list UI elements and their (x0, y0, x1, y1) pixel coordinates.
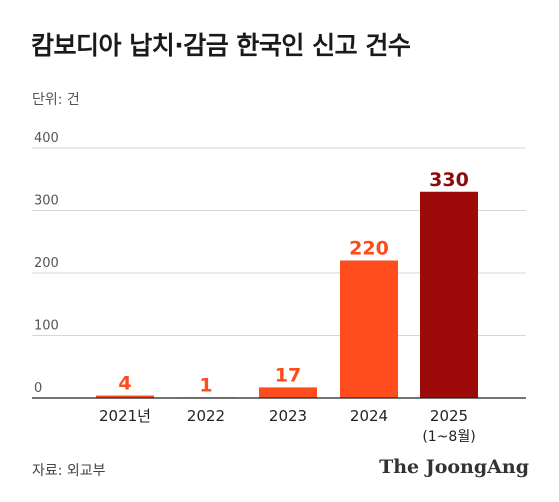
source-label: 자료: 외교부 (32, 463, 106, 479)
x-tick-label: 2023 (269, 407, 307, 425)
y-tick-label: 300 (34, 194, 59, 209)
unit-label: 단위: 건 (32, 92, 80, 108)
y-tick-label: 0 (34, 381, 42, 396)
y-tick-label: 100 (34, 319, 59, 334)
data-label: 330 (429, 169, 469, 191)
x-tick-sublabel: (1~8월) (422, 429, 475, 445)
y-tick-label: 400 (34, 131, 59, 146)
x-tick-label: 2025 (430, 407, 468, 425)
bar (340, 260, 398, 398)
x-tick-label: 2024 (350, 407, 388, 425)
bar (259, 387, 317, 398)
data-label: 1 (199, 374, 212, 396)
data-label: 220 (349, 238, 389, 260)
x-tick-label: 2022 (187, 407, 225, 425)
brand-logo: The JoongAng (379, 456, 529, 478)
data-label: 17 (275, 364, 301, 386)
chart-title: 캄보디아 납치·감금 한국인 신고 건수 (31, 31, 411, 60)
y-tick-label: 200 (34, 256, 59, 271)
bar (420, 191, 478, 398)
bar (96, 395, 154, 398)
data-label: 4 (118, 373, 131, 395)
x-tick-label: 2021년 (99, 407, 151, 425)
